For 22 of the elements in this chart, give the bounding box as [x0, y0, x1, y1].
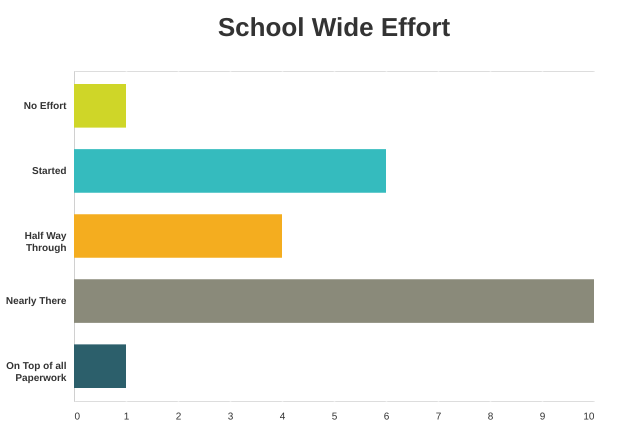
x-tick-label: 10 [583, 412, 595, 422]
y-tick-label: Half Way Through [24, 231, 67, 254]
x-tick-label: 8 [488, 412, 494, 422]
x-tick-label: 5 [332, 412, 338, 422]
x-tick-label: 4 [280, 412, 286, 422]
bar [74, 149, 386, 193]
chart-title: School Wide Effort [218, 12, 450, 42]
x-tick-label: 6 [384, 412, 390, 422]
y-tick-label: No Effort [24, 100, 68, 112]
bar [74, 214, 282, 258]
bar [74, 84, 126, 128]
y-tick-label: On Top of all Paperwork [6, 361, 67, 384]
bar [74, 344, 126, 388]
x-tick-label: 0 [74, 412, 80, 422]
bar [74, 279, 594, 323]
x-tick-label: 2 [176, 412, 182, 422]
x-tick-label: 7 [436, 412, 442, 422]
x-tick-label: 3 [228, 412, 234, 422]
y-tick-label: Nearly There [6, 296, 67, 308]
y-tick-label: Started [32, 166, 66, 177]
x-tick-label: 1 [124, 412, 130, 422]
x-tick-label: 9 [540, 412, 546, 422]
